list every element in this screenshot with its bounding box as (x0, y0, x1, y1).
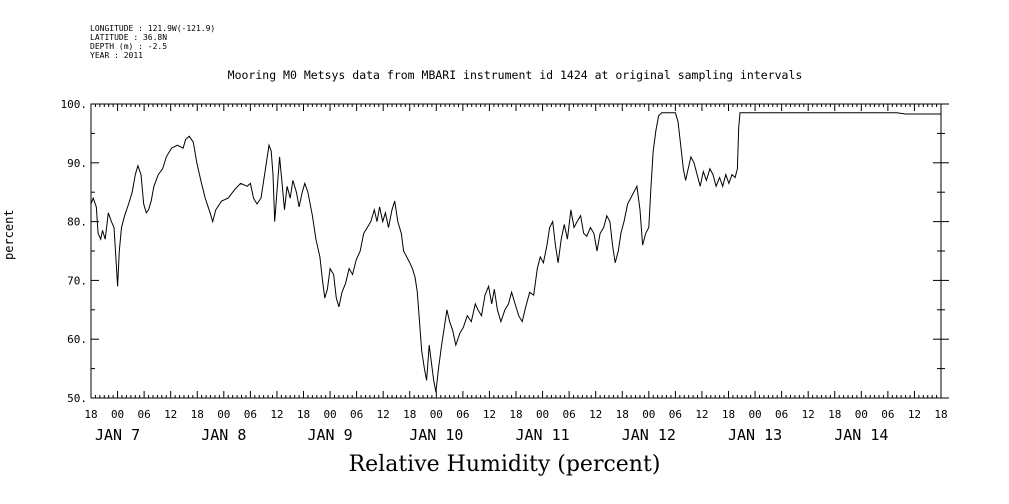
x-hour-label: 12 (908, 408, 921, 421)
x-date-label: JAN 11 (515, 426, 569, 444)
x-hour-label: 00 (111, 408, 124, 421)
x-hour-label: 18 (509, 408, 522, 421)
x-hour-label: 00 (855, 408, 868, 421)
x-hour-label: 18 (191, 408, 204, 421)
x-hour-label: 18 (297, 408, 310, 421)
x-hour-label: 12 (270, 408, 283, 421)
x-hour-label: 00 (323, 408, 336, 421)
x-hour-label: 00 (217, 408, 230, 421)
chart-title: Mooring M0 Metsys data from MBARI instru… (227, 68, 803, 82)
y-tick-label: 100. (61, 98, 88, 111)
y-tick-label: 90. (67, 157, 87, 170)
x-date-label: JAN 9 (307, 426, 352, 444)
depth-text: DEPTH (m) : -2.5 (90, 42, 168, 51)
x-date-label: JAN 13 (728, 426, 782, 444)
x-hour-label: 06 (138, 408, 151, 421)
x-axis-title: Relative Humidity (percent) (348, 452, 661, 477)
x-hour-label: 12 (695, 408, 708, 421)
longitude-text: LONGITUDE : 121.9W(-121.9) (90, 24, 216, 33)
x-hour-label: 12 (483, 408, 496, 421)
y-tick-label: 80. (67, 216, 87, 229)
x-hour-label: 18 (934, 408, 947, 421)
x-hour-label: 18 (722, 408, 735, 421)
x-hour-label: 06 (881, 408, 894, 421)
x-date-label: JAN 8 (201, 426, 246, 444)
x-hour-label: 06 (456, 408, 469, 421)
x-date-label: JAN 14 (834, 426, 888, 444)
x-date-label: JAN 12 (622, 426, 676, 444)
x-hour-label: 18 (828, 408, 841, 421)
y-axis-label: percent (2, 209, 16, 260)
plot-frame (90, 103, 942, 399)
x-date-label: JAN 10 (409, 426, 463, 444)
x-hour-label: 12 (164, 408, 177, 421)
x-hour-label: 06 (669, 408, 682, 421)
x-hour-label: 18 (403, 408, 416, 421)
y-tick-label: 70. (67, 274, 87, 287)
tick-marks (90, 103, 949, 399)
x-hour-label: 06 (350, 408, 363, 421)
x-hour-label: 06 (563, 408, 576, 421)
latitude-text: LATITUDE : 36.8N (90, 33, 168, 42)
relative-humidity-line (90, 112, 941, 393)
x-hour-label: 12 (589, 408, 602, 421)
x-hour-label: 00 (748, 408, 761, 421)
x-hour-label: 18 (616, 408, 629, 421)
x-date-label: JAN 7 (95, 426, 140, 444)
x-hour-label: 12 (802, 408, 815, 421)
x-hour-label: 18 (84, 408, 97, 421)
x-hour-label: 06 (244, 408, 257, 421)
x-hour-label: 12 (377, 408, 390, 421)
y-tick-label: 50. (67, 392, 87, 405)
year-text: YEAR : 2011 (90, 51, 143, 60)
x-hour-label: 00 (642, 408, 655, 421)
x-hour-label: 00 (536, 408, 549, 421)
x-hour-label: 06 (775, 408, 788, 421)
y-tick-label: 60. (67, 333, 87, 346)
x-hour-label: 00 (430, 408, 443, 421)
tick-labels: 50. 60. 70. 80. 90. 100. 18 00 06 12 18 00 06 12 18 00 0… (61, 98, 948, 444)
